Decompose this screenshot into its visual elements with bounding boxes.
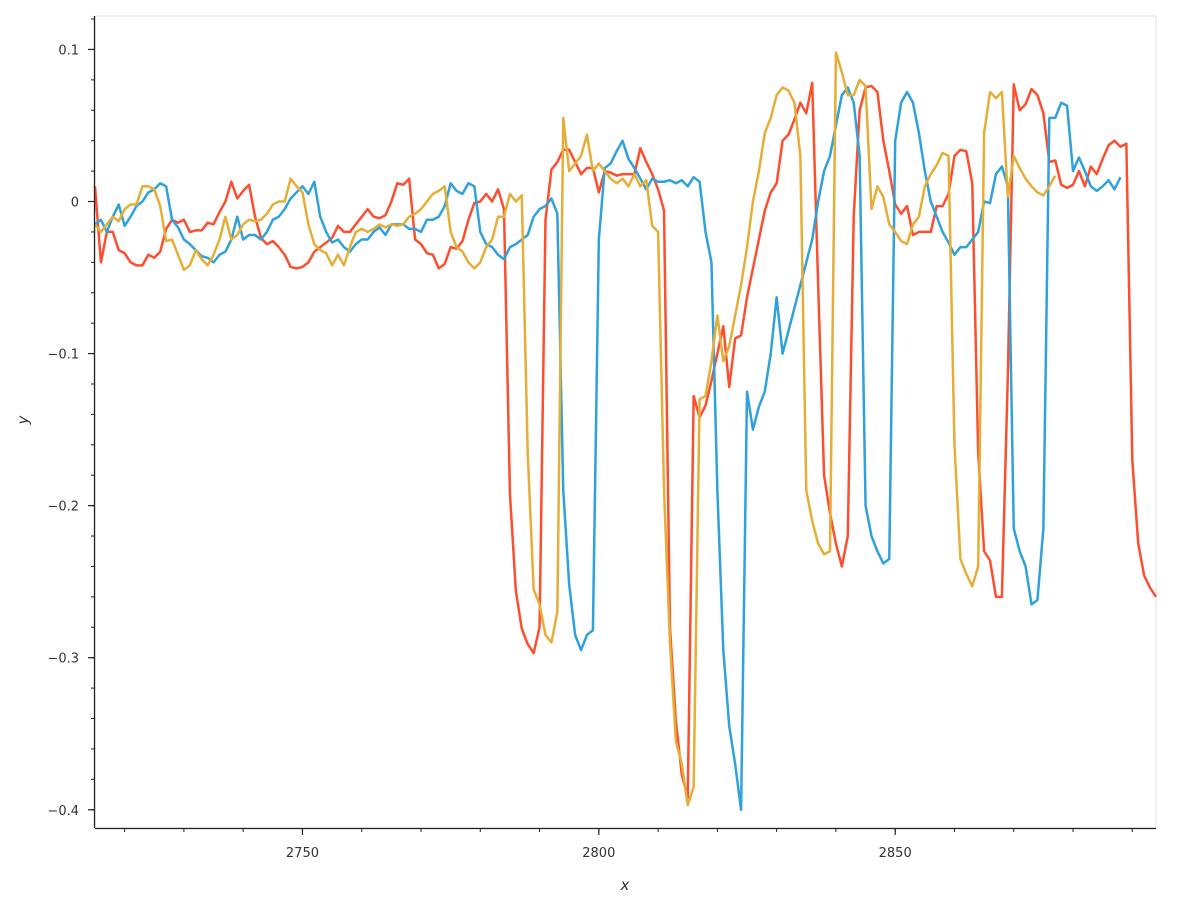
x-tick-label: 2850 <box>879 846 912 861</box>
y-tick-label: −0.3 <box>47 652 79 667</box>
plot-area-frame <box>94 15 1157 829</box>
y-tick-label: −0.2 <box>47 500 79 515</box>
series-line-1 <box>93 81 1158 799</box>
y-axis-title: y <box>14 414 32 425</box>
series-line-2 <box>94 86 1122 811</box>
x-tick-label: 2750 <box>286 846 319 861</box>
x-tick-label: 2800 <box>582 846 615 861</box>
y-tick-label: 0 <box>71 196 79 211</box>
y-tick-label: −0.4 <box>47 804 79 819</box>
series-lines <box>93 51 1158 811</box>
y-tick-label: −0.1 <box>47 348 79 363</box>
series-line-3 <box>94 51 1057 807</box>
x-axis-title: x <box>620 876 630 894</box>
y-axis-ticks: 0.1 0 −0.1 −0.2 −0.3 −0.4 <box>47 18 95 819</box>
y-tick-label: 0.1 <box>58 43 79 58</box>
x-axis-ticks: 2750 2800 2850 <box>124 828 1133 861</box>
